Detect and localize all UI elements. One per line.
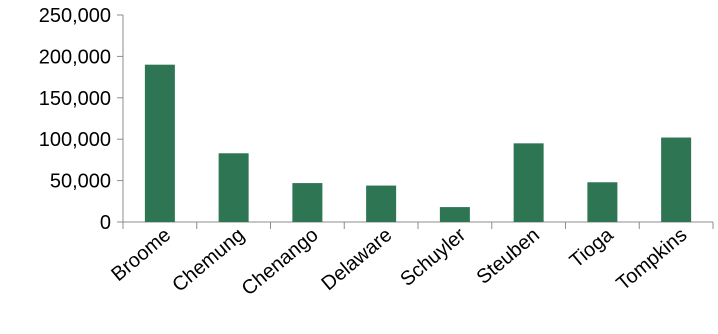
bar-broome [144,64,175,223]
category-label: Chemung [168,224,249,297]
bars [144,64,692,223]
x-axis [122,221,714,229]
y-axis: 0 50,000 100,000 150,000 200,000 250,000 [39,5,124,234]
y-tick-label: 50,000 [50,171,111,193]
bar-chenango [292,183,323,222]
y-tick-label: 250,000 [39,5,111,27]
bar-steuben [513,143,544,222]
category-label: Chenango [238,224,323,300]
category-label: Delaware [317,224,396,295]
category-label: Steuben [473,224,544,289]
category-label: Broome [107,224,175,286]
category-label: Tompkins [612,224,691,295]
bar-delaware [366,185,397,222]
y-tick-label: 150,000 [39,88,111,110]
bar-schuyler [439,207,470,222]
y-tick-label: 0 [100,212,111,234]
y-tick-label: 100,000 [39,129,111,151]
y-tick-label: 200,000 [39,46,111,68]
bar-tompkins [661,137,692,222]
category-label: Schuyler [396,224,470,291]
category-label: Tioga [566,223,619,272]
bar-tioga [587,182,618,222]
bar-chemung [218,153,249,222]
